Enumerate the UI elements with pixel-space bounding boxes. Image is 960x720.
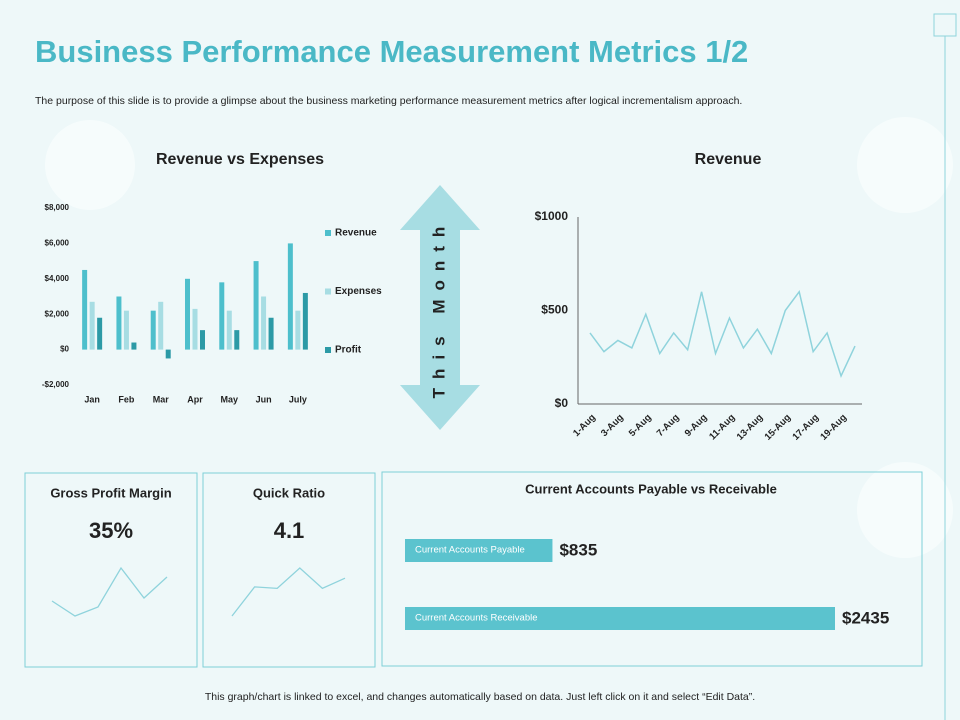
legend-swatch xyxy=(325,288,331,295)
chart-title: Gross Profit Margin xyxy=(50,485,171,500)
y-tick-label: $8,000 xyxy=(45,203,70,212)
footer: This graph/chart is linked to excel, and… xyxy=(205,691,755,703)
bar-label: Current Accounts Receivable xyxy=(415,613,538,624)
chart-title: Quick Ratio xyxy=(253,485,325,500)
chart-title: Revenue vs Expenses xyxy=(156,151,324,168)
chart-title: Current Accounts Payable vs Receivable xyxy=(525,481,777,496)
y-tick-label: $0 xyxy=(60,345,69,354)
bar xyxy=(295,310,301,350)
kpi-card xyxy=(202,472,376,668)
legend-swatch xyxy=(325,347,331,353)
bar xyxy=(150,310,156,350)
bar xyxy=(219,282,225,350)
bar xyxy=(261,296,267,350)
bar xyxy=(234,330,240,350)
sparkline xyxy=(51,566,168,617)
bar xyxy=(89,301,95,350)
bar xyxy=(405,539,553,562)
legend-swatch xyxy=(325,230,331,236)
bar xyxy=(226,310,232,350)
x-tick-label: Jun xyxy=(256,394,272,404)
legend-label: Revenue xyxy=(335,228,377,239)
y-tick-label: $0 xyxy=(555,396,569,410)
title: Business Performance Measurement Metrics… xyxy=(35,34,748,69)
arrow-label: This Month xyxy=(429,218,448,399)
x-tick-label: Jan xyxy=(84,394,100,404)
bar xyxy=(97,317,103,350)
y-tick-label: -$2,000 xyxy=(42,380,70,389)
kpi-value: 4.1 xyxy=(274,518,305,543)
bar xyxy=(192,308,198,350)
kpi-card xyxy=(24,472,198,668)
x-tick-label: Mar xyxy=(153,394,170,404)
chart-title: Revenue xyxy=(695,151,762,168)
y-tick-label: $500 xyxy=(541,303,568,317)
bar xyxy=(116,296,122,350)
bar xyxy=(82,269,88,350)
value-label: $2435 xyxy=(842,608,889,627)
x-tick-label: July xyxy=(289,394,307,404)
value-label: $835 xyxy=(559,540,597,559)
arrow xyxy=(400,185,480,430)
bar xyxy=(131,342,137,350)
subtitle: The purpose of this slide is to provide … xyxy=(35,95,742,107)
bar xyxy=(268,317,274,350)
decor xyxy=(857,462,953,558)
edge-square xyxy=(933,13,957,37)
line xyxy=(589,290,856,378)
y-tick-label: $2,000 xyxy=(45,309,70,318)
sparkline xyxy=(231,567,346,617)
x-tick-label: May xyxy=(221,394,239,404)
bar xyxy=(287,243,293,350)
decor xyxy=(45,120,135,210)
legend-label: Profit xyxy=(335,345,362,356)
bar xyxy=(165,349,171,359)
decor xyxy=(857,117,953,213)
kpi-value: 35% xyxy=(89,518,133,543)
y-tick-label: $4,000 xyxy=(45,274,70,283)
bar xyxy=(405,607,835,630)
legend-label: Expenses xyxy=(335,286,382,297)
bar xyxy=(302,292,308,350)
bar-label: Current Accounts Payable xyxy=(415,545,525,556)
bar xyxy=(158,301,164,350)
bar xyxy=(253,261,259,350)
bar xyxy=(200,330,205,350)
bar xyxy=(123,310,129,350)
x-tick-label: Apr xyxy=(187,394,203,404)
y-tick-label: $6,000 xyxy=(45,239,70,248)
bar xyxy=(185,278,190,350)
y-tick-label: $1000 xyxy=(535,209,569,223)
x-tick-label: Feb xyxy=(118,394,135,404)
payable-card xyxy=(381,471,923,667)
